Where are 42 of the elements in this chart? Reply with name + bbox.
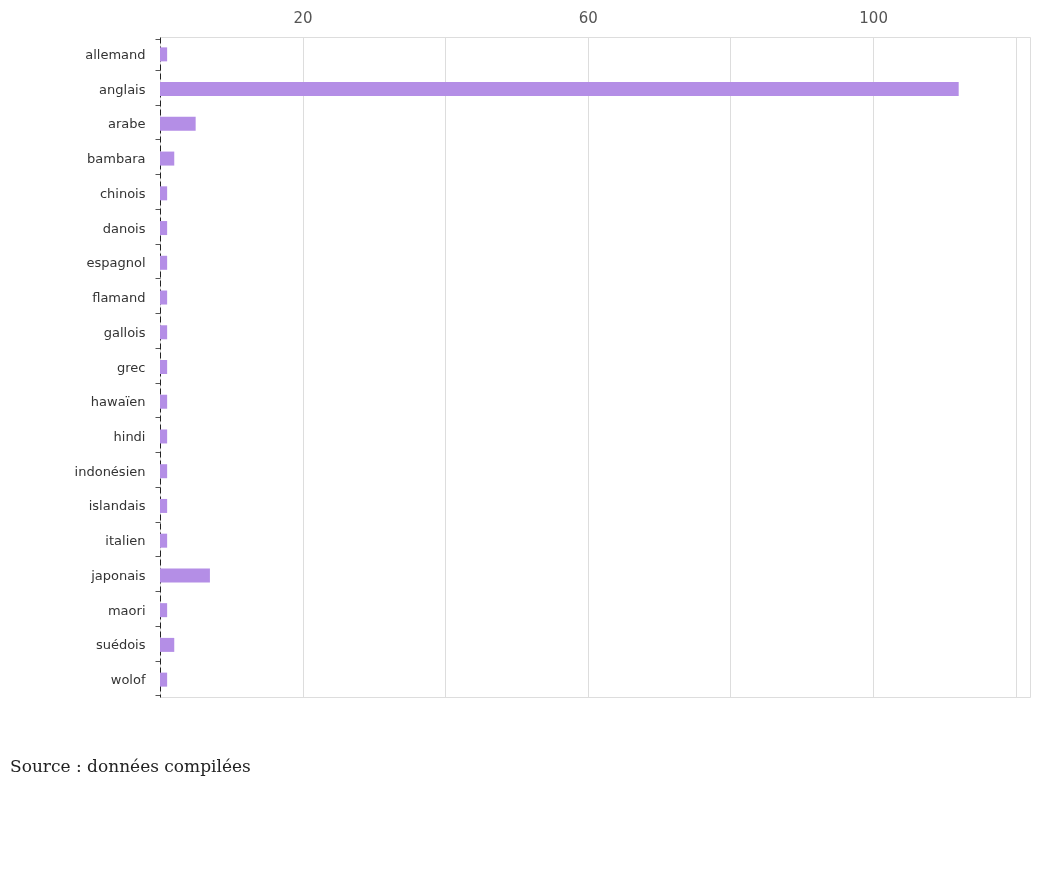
bar xyxy=(160,186,168,201)
y-tick-label: arabe xyxy=(107,116,146,132)
y-tick-label: hawaïen xyxy=(90,394,146,410)
bar xyxy=(160,568,210,583)
bar xyxy=(160,360,168,374)
x-tick-label: 20 xyxy=(293,8,313,27)
bar xyxy=(160,116,196,131)
y-tick-label: islandais xyxy=(88,498,146,514)
y-tick-label: suédois xyxy=(95,637,146,653)
bar xyxy=(160,151,175,166)
x-tick-label: 60 xyxy=(578,8,598,27)
y-tick-label: allemand xyxy=(85,46,146,62)
bar xyxy=(160,82,959,97)
y-tick-label: grec xyxy=(117,359,146,375)
y-tick-label: japonais xyxy=(90,567,146,583)
y-tick-label: espagnol xyxy=(86,255,146,271)
source-note: Source : données compilées xyxy=(10,756,251,776)
y-tick-label: anglais xyxy=(99,81,146,97)
bar xyxy=(160,325,168,340)
y-tick-label: danois xyxy=(102,220,146,236)
bar xyxy=(160,394,168,409)
bar xyxy=(160,221,168,236)
y-tick-label: wolof xyxy=(110,672,146,688)
bar xyxy=(160,603,168,618)
bar xyxy=(160,290,168,305)
bar xyxy=(160,672,168,687)
bar xyxy=(160,498,168,513)
y-tick-label: flamand xyxy=(92,290,146,306)
bar xyxy=(160,533,168,548)
bar xyxy=(160,637,175,652)
x-tick-label: 100 xyxy=(859,8,888,27)
bar xyxy=(160,464,168,479)
y-tick-label: hindi xyxy=(113,428,146,444)
y-tick-label: maori xyxy=(107,602,146,618)
y-tick-label: indonésien xyxy=(74,463,146,479)
y-tick-label: chinois xyxy=(99,185,146,201)
y-tick-label: gallois xyxy=(103,324,146,340)
bar xyxy=(160,47,168,62)
y-tick-label: italien xyxy=(105,533,146,549)
bar xyxy=(160,429,168,444)
y-tick-label: bambara xyxy=(87,151,146,167)
bar xyxy=(160,255,168,270)
